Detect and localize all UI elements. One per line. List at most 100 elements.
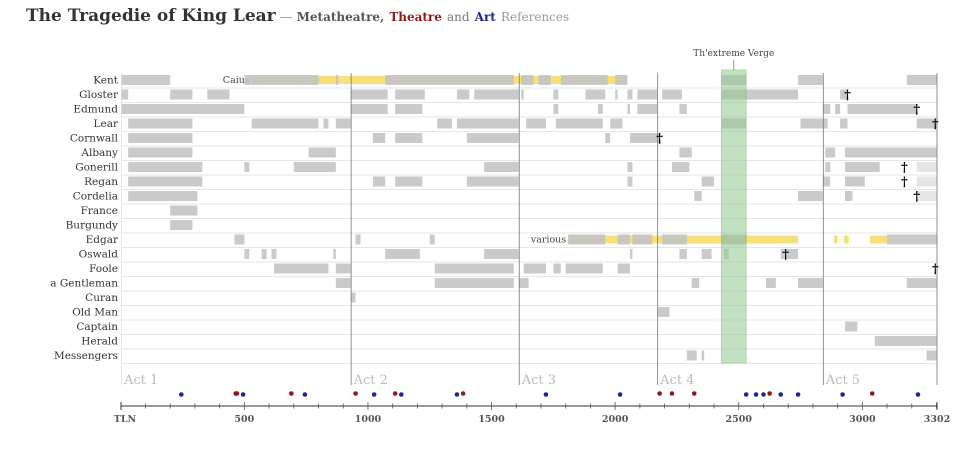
speaking-bar: [518, 278, 529, 288]
speaking-bar: [617, 263, 630, 274]
speaking-bar: [251, 118, 319, 129]
speaking-bar: [560, 75, 608, 85]
character-label: Herald: [81, 336, 118, 348]
speaking-bar: [721, 89, 799, 100]
speaking-bar: [350, 292, 356, 303]
title-main: The Tragedie of King Lear: [26, 6, 276, 26]
speaking-bar: [916, 162, 937, 172]
art-reference-dot: [795, 392, 801, 397]
speaking-bar: [466, 133, 519, 143]
character-label: Cordelia: [73, 191, 118, 203]
speaking-bar: [845, 147, 937, 158]
speaking-bar: [128, 176, 203, 187]
speaking-bar: [128, 133, 193, 143]
speaking-bar: [568, 234, 606, 245]
speaking-bar: [128, 162, 203, 172]
death-dagger: †: [844, 88, 851, 103]
x-tick-label: 2500: [726, 414, 753, 425]
speaking-bar: [244, 162, 250, 172]
speaking-bar: [526, 118, 546, 129]
speaking-bar: [691, 278, 700, 288]
speaking-bar: [798, 191, 823, 201]
art-reference-dot: [240, 392, 246, 397]
speaking-bar: [686, 350, 697, 361]
speaking-bar: [274, 263, 329, 274]
speaking-bar: [308, 147, 336, 158]
speaking-bar: [456, 89, 470, 100]
speaking-bar: [355, 234, 361, 245]
speaking-bar: [372, 133, 386, 143]
chart-title: The Tragedie of King Lear — Metatheatre, T…: [26, 6, 569, 26]
death-dagger: †: [913, 103, 920, 118]
speaking-bar: [437, 118, 452, 129]
art-reference-dot: [915, 392, 921, 397]
speaking-bar: [916, 176, 937, 187]
x-axis-end-label: 3302: [924, 414, 950, 425]
speaking-bar: [170, 205, 198, 216]
death-dagger: †: [932, 117, 939, 132]
x-tick-label: 500: [234, 414, 254, 425]
speaking-bar: [629, 249, 633, 259]
speaking-bar: [385, 249, 420, 259]
x-axis-start-label: TLN: [114, 414, 137, 425]
speaking-bar: [293, 162, 336, 172]
speaking-bar: [565, 263, 603, 274]
speaking-bar: [887, 234, 937, 245]
speaking-bar: [916, 191, 937, 201]
speaking-bar: [916, 118, 937, 129]
character-label: Captain: [76, 321, 118, 333]
speaking-bar: [765, 278, 776, 288]
speaking-bar: [456, 118, 519, 129]
speaking-bar: [335, 118, 351, 129]
speaking-bar: [261, 249, 267, 259]
speaking-bar: [617, 234, 630, 245]
art-reference-dot: [543, 392, 549, 397]
title-separator: —: [279, 10, 293, 25]
character-label: Gonerill: [75, 162, 118, 174]
speaking-bar: [629, 133, 660, 143]
speaking-bar: [484, 249, 519, 259]
speaking-bar: [395, 104, 423, 114]
title-part-references: References: [500, 10, 570, 24]
title-part-metatheatre: Metatheatre,: [296, 10, 385, 24]
speaking-bar: [234, 234, 245, 245]
art-reference-dot: [454, 392, 460, 397]
speaking-bar: [662, 234, 687, 245]
theatre-reference-dot: [353, 391, 358, 396]
speaking-bar: [657, 307, 670, 317]
speaking-bar: [679, 104, 687, 114]
disguise-band: [833, 235, 838, 244]
theatre-reference-dot: [392, 391, 398, 396]
theatre-reference-dot: [767, 391, 772, 396]
speaking-bar: [271, 249, 277, 259]
speaking-bar: [395, 89, 425, 100]
speaking-bar: [553, 263, 561, 274]
speaking-bar: [615, 89, 618, 100]
speaking-bar: [484, 162, 519, 172]
speaking-bar: [679, 249, 687, 259]
speaking-bar: [845, 176, 865, 187]
speaking-bar: [538, 75, 551, 85]
speaking-bar: [627, 162, 633, 172]
speaking-bar: [701, 176, 715, 187]
speaking-bar: [825, 147, 836, 158]
speaking-bar: [128, 191, 198, 201]
disguise-label: various: [530, 235, 566, 246]
speaking-bar: [244, 75, 319, 85]
speaking-bar: [323, 118, 329, 129]
character-label: Messengers: [54, 350, 118, 362]
act-label: Act 2: [353, 373, 388, 388]
speaking-bar: [553, 89, 559, 100]
art-reference-dot: [179, 392, 184, 397]
speaking-bar: [350, 89, 388, 100]
theatre-reference-dot: [234, 391, 240, 396]
speaking-bar: [523, 263, 546, 274]
theatre-reference-dot: [669, 391, 675, 396]
character-label: Oswald: [79, 249, 119, 261]
art-reference-dot: [753, 392, 759, 397]
speaking-bar: [335, 263, 351, 274]
speaking-bar: [662, 89, 682, 100]
disguise-band: [869, 235, 888, 244]
speaking-bar: [800, 118, 828, 129]
character-label: France: [81, 205, 118, 217]
